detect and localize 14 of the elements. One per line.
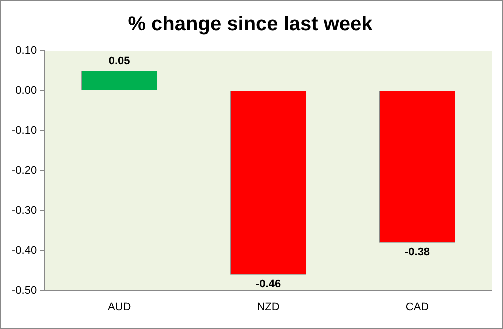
data-label: -0.38 xyxy=(404,246,430,258)
y-tick-label: -0.30 xyxy=(12,204,38,217)
y-tick-label: 0.00 xyxy=(16,85,38,97)
chart-title: % change since last week xyxy=(128,14,374,36)
x-tick-label: AUD xyxy=(108,301,132,314)
y-tick-label: -0.50 xyxy=(12,284,38,297)
data-label: -0.46 xyxy=(256,278,282,290)
data-label: 0.05 xyxy=(108,56,130,68)
y-tick-label: -0.40 xyxy=(12,244,38,257)
x-tick-label: CAD xyxy=(406,301,430,314)
y-tick-label: -0.10 xyxy=(12,124,38,137)
y-tick-label: -0.20 xyxy=(12,164,38,177)
y-tick-label: 0.10 xyxy=(16,45,38,58)
x-tick-label: NZD xyxy=(257,301,280,314)
